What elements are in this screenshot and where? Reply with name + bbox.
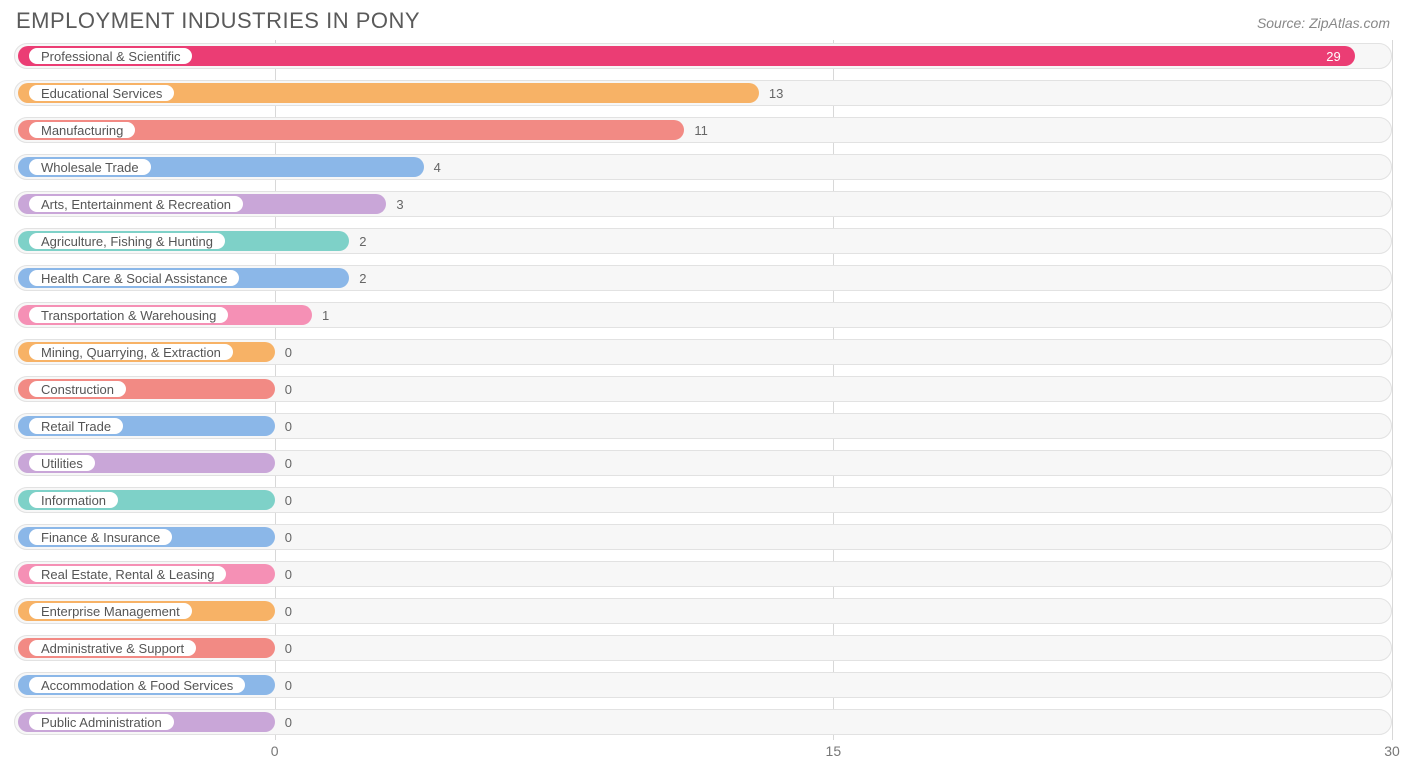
bar-value: 0 [275,595,292,627]
bar-value: 0 [275,336,292,368]
bar-label: Wholesale Trade [28,158,152,176]
bar-row: Mining, Quarrying, & Extraction 0 [14,336,1392,368]
bar-value: 4 [424,151,441,183]
bar-value: 13 [759,77,783,109]
axis-tick: 0 [271,743,279,759]
chart-header: EMPLOYMENT INDUSTRIES IN PONY Source: Zi… [0,0,1406,34]
bar-label: Professional & Scientific [28,47,193,65]
bar-label: Administrative & Support [28,639,197,657]
bar-label: Agriculture, Fishing & Hunting [28,232,226,250]
bar-value: 1 [312,299,329,331]
bar-row: Finance & Insurance 0 [14,521,1392,553]
bar-row: Enterprise Management 0 [14,595,1392,627]
bar-row: Manufacturing 11 [14,114,1392,146]
bar-value: 0 [275,558,292,590]
bar-label: Real Estate, Rental & Leasing [28,565,227,583]
bar-row: Administrative & Support 0 [14,632,1392,664]
bar-label: Transportation & Warehousing [28,306,229,324]
bar-fill [18,46,1355,66]
bar-value: 0 [275,484,292,516]
bar-value: 2 [349,225,366,257]
bar-label: Enterprise Management [28,602,193,620]
bar-label: Utilities [28,454,96,472]
bar-label: Arts, Entertainment & Recreation [28,195,244,213]
bar-row: Public Administration 0 [14,706,1392,738]
bar-row: Utilities 0 [14,447,1392,479]
bar-value: 0 [275,447,292,479]
chart-area: Professional & Scientific 29 Educational S… [14,40,1392,740]
bar-label: Mining, Quarrying, & Extraction [28,343,234,361]
x-axis: 01530 [14,743,1392,767]
bar-label: Finance & Insurance [28,528,173,546]
bar-label: Educational Services [28,84,175,102]
axis-tick: 15 [826,743,842,759]
bar-row: Information 0 [14,484,1392,516]
chart-source: Source: ZipAtlas.com [1257,15,1390,31]
bar-label: Manufacturing [28,121,136,139]
bar-label: Health Care & Social Assistance [28,269,240,287]
bar-row: Retail Trade 0 [14,410,1392,442]
gridline [1392,40,1393,740]
bar-value: 11 [684,114,708,146]
bar-label: Retail Trade [28,417,124,435]
bar-value: 29 [1326,40,1354,72]
bar-row: Construction 0 [14,373,1392,405]
axis-tick: 30 [1384,743,1400,759]
bar-label: Public Administration [28,713,175,731]
bar-row: Arts, Entertainment & Recreation 3 [14,188,1392,220]
bars-container: Professional & Scientific 29 Educational S… [14,40,1392,738]
bar-value: 0 [275,521,292,553]
bar-label: Information [28,491,119,509]
bar-row: Wholesale Trade 4 [14,151,1392,183]
bar-row: Health Care & Social Assistance 2 [14,262,1392,294]
bar-row: Accommodation & Food Services 0 [14,669,1392,701]
bar-value: 0 [275,669,292,701]
bar-value: 0 [275,706,292,738]
bar-value: 2 [349,262,366,294]
bar-row: Agriculture, Fishing & Hunting 2 [14,225,1392,257]
chart-title: EMPLOYMENT INDUSTRIES IN PONY [16,8,420,34]
bar-value: 0 [275,410,292,442]
bar-value: 0 [275,632,292,664]
bar-value: 0 [275,373,292,405]
bar-row: Professional & Scientific 29 [14,40,1392,72]
bar-label: Construction [28,380,127,398]
bar-row: Real Estate, Rental & Leasing 0 [14,558,1392,590]
bar-row: Transportation & Warehousing 1 [14,299,1392,331]
bar-row: Educational Services 13 [14,77,1392,109]
bar-label: Accommodation & Food Services [28,676,246,694]
bar-value: 3 [386,188,403,220]
